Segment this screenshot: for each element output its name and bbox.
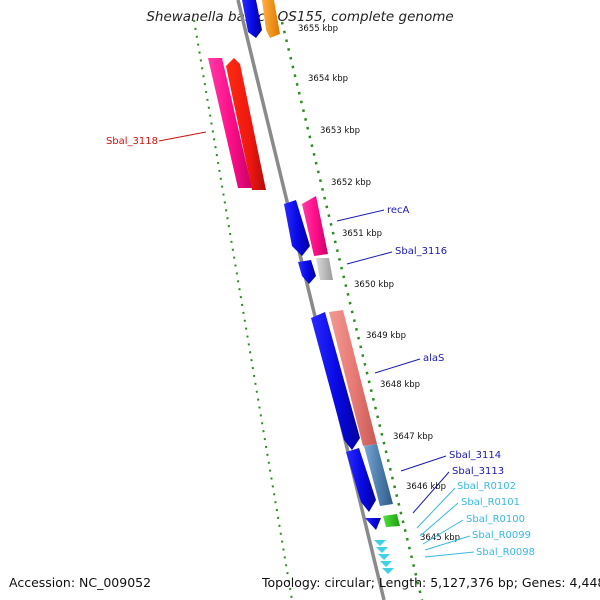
leader-line-sbal-3113	[412, 471, 450, 514]
leader-line-sbal-r0101	[419, 502, 459, 537]
leader-line-sbal-3116	[346, 251, 393, 265]
gene-feature-sbal-3116-blue[interactable]	[298, 260, 316, 284]
leader-line-sbal-r0099	[424, 535, 471, 551]
rrna-feature-r0102[interactable]	[374, 540, 386, 546]
gene-feature-small-blue[interactable]	[365, 518, 381, 530]
gene-label-sbal-3118[interactable]: Sbal_3118	[106, 136, 158, 147]
gene-label-sbal-r0102[interactable]: Sbal_R0102	[457, 481, 516, 492]
gene-feature-reca-blue[interactable]	[284, 200, 310, 256]
genome-backbone	[236, 0, 386, 600]
gene-label-alas[interactable]: alaS	[423, 353, 444, 364]
rrna-cluster	[374, 540, 394, 574]
coord-label: 3655 kbp	[298, 24, 338, 34]
coordinate-labels: 3655 kbp 3654 kbp 3653 kbp 3652 kbp 3651…	[298, 24, 460, 543]
coord-label: 3651 kbp	[342, 229, 382, 239]
gene-label-sbal-3113[interactable]: Sbal_3113	[452, 466, 504, 477]
gene-label-sbal-r0099[interactable]: Sbal_R0099	[472, 530, 531, 541]
coord-label: 3650 kbp	[354, 280, 394, 290]
coord-label: 3649 kbp	[366, 331, 406, 341]
map-title: Shewanella baltica OS155, complete genom…	[146, 9, 454, 25]
rrna-feature-r0099[interactable]	[380, 561, 392, 567]
inner-tick-ring	[280, 21, 424, 600]
coord-label: 3645 kbp	[420, 533, 460, 543]
accession-label: Accession: NC_009052	[9, 575, 152, 590]
leader-line-reca	[336, 209, 385, 222]
gene-label-sbal-r0100[interactable]: Sbal_R0100	[466, 514, 525, 525]
gene-feature-top-blue[interactable]	[242, 0, 262, 38]
outer-features	[208, 58, 266, 190]
gene-feature-sbal-3116-grey[interactable]	[316, 258, 333, 280]
gene-label-sbal-r0098[interactable]: Sbal_R0098	[476, 547, 535, 558]
leader-line-sbal-r0100	[422, 519, 464, 545]
gene-label-sbal-3116[interactable]: Sbal_3116	[395, 246, 447, 257]
leader-line-alas	[374, 358, 421, 374]
gene-label-reca[interactable]: recA	[387, 205, 410, 216]
rrna-feature-r0101[interactable]	[376, 547, 388, 553]
coord-label: 3647 kbp	[393, 432, 433, 442]
gene-feature-top-orange[interactable]	[262, 0, 280, 38]
rrna-feature-r0098[interactable]	[382, 568, 394, 574]
gene-label-sbal-3114[interactable]: Sbal_3114	[449, 450, 501, 461]
gene-feature-sbal-3113-steel[interactable]	[364, 444, 393, 506]
coord-label: 3646 kbp	[406, 482, 446, 492]
coord-label: 3653 kbp	[320, 126, 360, 136]
leader-line-sbal-r0098	[424, 551, 475, 558]
inner-features	[242, 0, 400, 574]
leader-line-sbal-3114	[400, 455, 447, 472]
coord-label: 3648 kbp	[380, 380, 420, 390]
gene-feature-alas-blue[interactable]	[311, 312, 360, 450]
gene-feature-reca-magenta[interactable]	[302, 196, 328, 256]
leader-line-sbal-r0102	[416, 487, 456, 529]
gene-feature-sbal-3118-b[interactable]	[226, 58, 266, 190]
coord-label: 3654 kbp	[308, 74, 348, 84]
leader-line-sbal-3118	[158, 131, 207, 142]
coord-label: 3652 kbp	[331, 178, 371, 188]
gene-leader-lines	[158, 131, 475, 558]
gene-feature-small-green[interactable]	[383, 514, 400, 527]
gene-label-sbal-r0101[interactable]: Sbal_R0101	[461, 497, 520, 508]
topology-summary: Topology: circular; Length: 5,127,376 bp…	[262, 575, 600, 590]
gene-feature-sbal-3118-a[interactable]	[208, 58, 252, 188]
gene-labels: Sbal_3118 recA Sbal_3116 alaS Sbal_3114 …	[106, 136, 535, 558]
gene-feature-alas-salmon[interactable]	[329, 310, 377, 446]
rrna-feature-r0100[interactable]	[378, 554, 390, 560]
gene-feature-sbal-3114-blue[interactable]	[346, 448, 376, 512]
